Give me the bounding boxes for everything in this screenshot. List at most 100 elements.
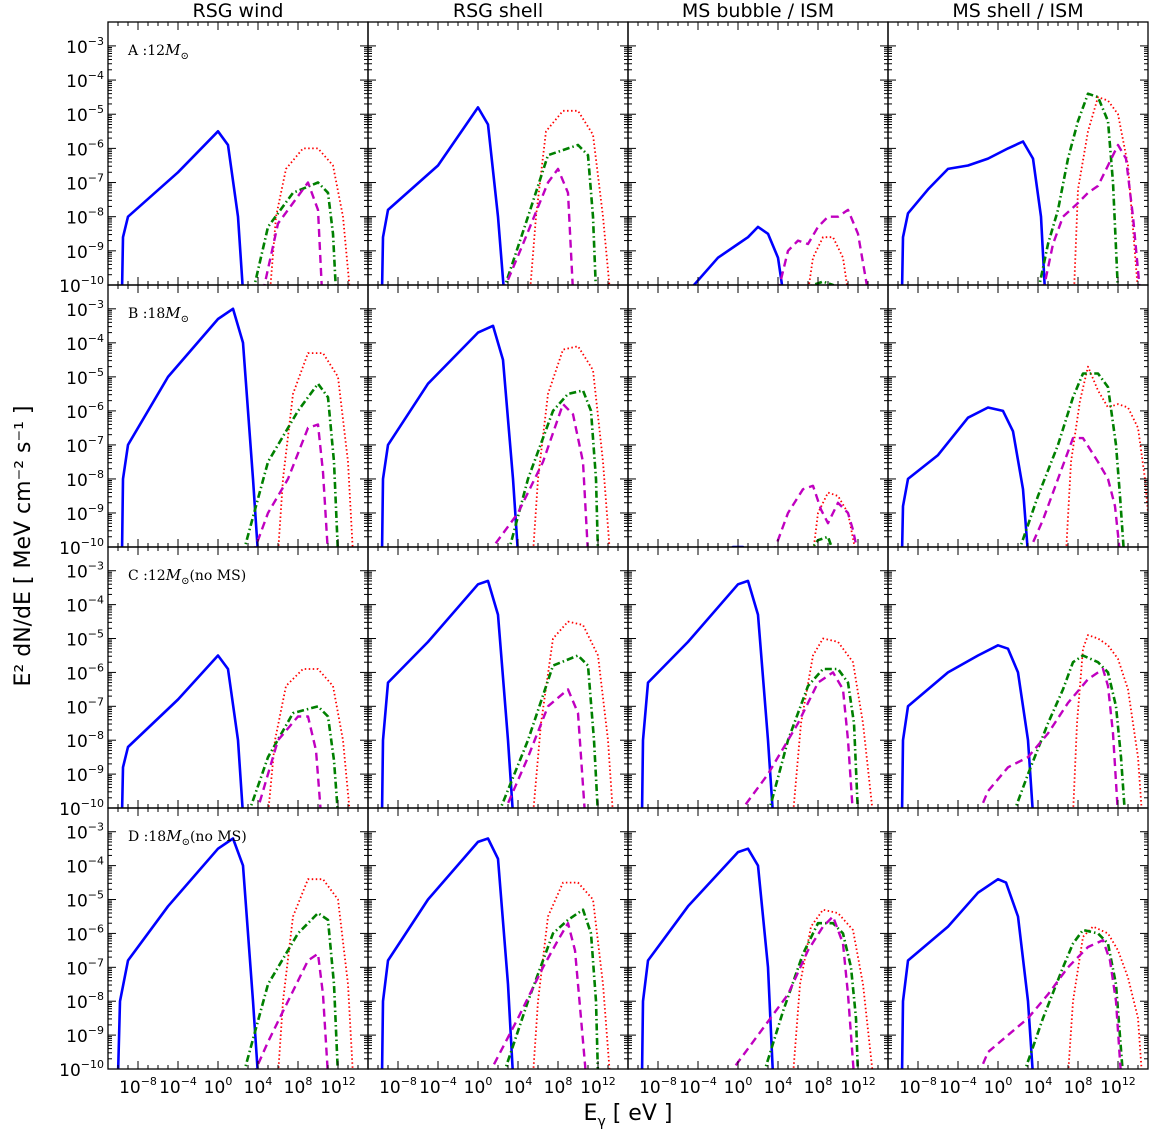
panel-B-4 — [887, 284, 1149, 548]
panel-curves — [380, 106, 611, 285]
x-tick-label: 1012 — [320, 1075, 356, 1098]
curve-pion — [1073, 96, 1139, 285]
x-tick-label: 108 — [1064, 1075, 1093, 1098]
curve-brems — [254, 952, 329, 1069]
y-tick-label: 10−7 — [66, 956, 104, 979]
x-tick-label: 100 — [204, 1075, 233, 1098]
curve-brems — [504, 167, 574, 285]
curve-ic — [248, 705, 339, 808]
y-axis-label: E² dN/dE [ MeV cm⁻² s⁻¹ ] — [11, 406, 36, 687]
panel-ticks — [367, 808, 629, 1070]
curve-pion — [532, 345, 611, 547]
curve-pion — [792, 637, 874, 808]
curve-synchrotron — [900, 140, 1046, 285]
x-tick-label: 10−8 — [379, 1075, 417, 1098]
y-tick-label: 10−5 — [66, 628, 104, 651]
curve-synchrotron — [120, 654, 244, 808]
curve-pion — [808, 236, 848, 285]
y-tick-label: 10−10 — [59, 797, 104, 820]
curve-ic — [1014, 654, 1126, 808]
panel-curves — [116, 837, 354, 1069]
curve-pion — [269, 147, 351, 285]
curve-synchrotron — [900, 877, 1034, 1069]
x-tick-label: 10−8 — [899, 1075, 937, 1098]
panel-frame — [627, 546, 889, 809]
curve-pion — [277, 878, 354, 1069]
panel-ticks — [627, 547, 889, 809]
x-tick-label: 100 — [724, 1075, 753, 1098]
curve-pion — [1065, 365, 1148, 547]
curve-pion — [529, 109, 611, 285]
curve-brems — [741, 671, 854, 808]
x-tick-label: 104 — [504, 1075, 533, 1098]
curve-brems — [1043, 143, 1141, 285]
y-tick-label: 10−4 — [66, 69, 104, 92]
y-tick-label: 10−7 — [66, 695, 104, 718]
y-tick-label: 10−9 — [66, 1024, 104, 1047]
panel-B-2 — [367, 284, 629, 548]
y-tick-label: 10−7 — [66, 434, 104, 457]
panel-ticks — [107, 22, 369, 286]
y-tick-label: 10−3 — [66, 560, 104, 583]
curve-brems — [774, 484, 858, 547]
curve-synchrotron — [380, 579, 514, 808]
panel-curves — [380, 324, 611, 547]
panel-frame — [887, 284, 1149, 548]
x-tick-label: 108 — [284, 1075, 313, 1098]
panel-D-1 — [107, 807, 369, 1070]
y-tick-label: 10−9 — [66, 763, 104, 786]
curve-brems — [491, 402, 589, 547]
panel-curves — [120, 654, 351, 808]
panel-curves — [900, 92, 1141, 285]
panel-frame — [627, 807, 889, 1070]
panel-curves — [640, 579, 874, 808]
curve-ic — [1018, 372, 1125, 547]
curve-brems — [490, 922, 587, 1069]
curve-synchrotron — [120, 307, 259, 547]
panel-C-2 — [367, 546, 629, 809]
panel-curves — [380, 837, 611, 1069]
x-tick-label: 10−4 — [679, 1075, 717, 1098]
panel-A-3 — [627, 21, 889, 286]
panel-ticks — [887, 285, 1149, 548]
x-tick-label: 10−8 — [639, 1075, 677, 1098]
y-tick-label: 10−3 — [66, 821, 104, 844]
y-tick-label: 10−8 — [66, 729, 104, 752]
curve-synchrotron — [116, 837, 259, 1069]
panel-ticks — [107, 285, 369, 548]
panel-curves — [380, 579, 614, 808]
y-tick-label: 10−6 — [66, 137, 104, 160]
panel-C-3 — [627, 546, 889, 809]
y-tick-label: 10−3 — [66, 298, 104, 321]
panel-ticks — [627, 285, 889, 548]
curve-synchrotron — [900, 644, 1034, 808]
panel-frame — [107, 21, 369, 286]
y-tick-label: 10−4 — [66, 594, 104, 617]
curve-brems — [263, 181, 323, 285]
x-axis-label: Eγ [ eV ] — [584, 1101, 673, 1130]
curve-pion — [277, 352, 354, 547]
panel-frame — [367, 21, 629, 286]
panel-curves — [640, 847, 874, 1069]
curve-brems — [979, 667, 1119, 808]
curve-synchrotron — [640, 579, 774, 808]
column-titles: RSG wind RSG shell MS bubble / ISM MS shell… — [193, 0, 1084, 22]
y-tick-label: 10−5 — [66, 889, 104, 912]
panel-B-1 — [107, 284, 369, 548]
y-tick-label: 10−10 — [59, 1058, 104, 1081]
y-tick-label: 10−8 — [66, 206, 104, 229]
x-tick-label: 108 — [804, 1075, 833, 1098]
panel-curves — [900, 365, 1148, 547]
y-tick-label: 10−4 — [66, 332, 104, 355]
curve-synchrotron — [120, 130, 244, 285]
curve-pion — [792, 908, 874, 1069]
curve-pion — [267, 668, 351, 808]
curve-ic — [768, 667, 860, 808]
panel-ticks — [627, 808, 889, 1070]
curve-ic — [811, 535, 833, 547]
x-tick-label: 10−4 — [419, 1075, 457, 1098]
panel-label: B :18M⊙ — [128, 304, 189, 325]
panel-C-4 — [887, 546, 1149, 809]
y-tick-label: 10−8 — [66, 990, 104, 1013]
